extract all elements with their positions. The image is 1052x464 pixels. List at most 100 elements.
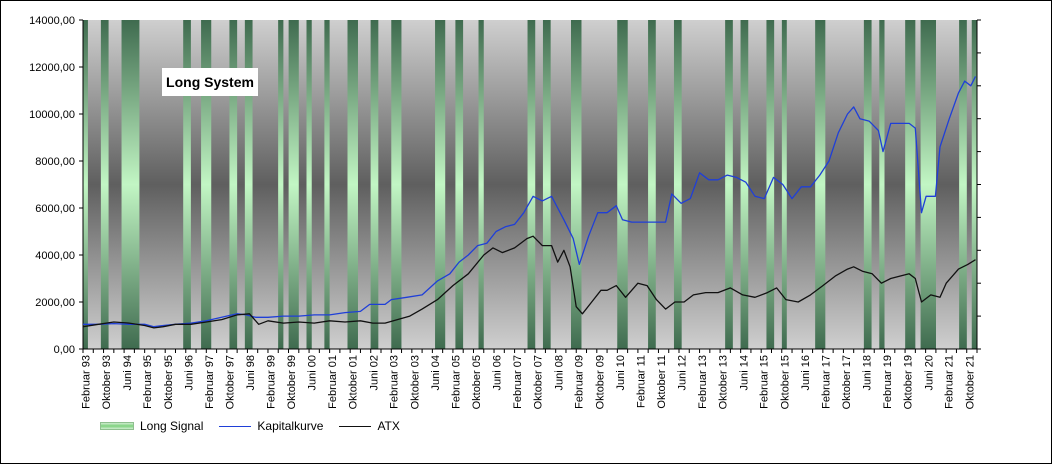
y-tick-label: 4000,00 [35, 250, 75, 262]
long-signal-band [681, 20, 726, 349]
x-tick-label: Februar 21 [944, 355, 956, 409]
legend-swatch-kapitalkurve [219, 425, 252, 427]
x-tick-label: Februar 09 [574, 355, 586, 409]
y-tick-label: 2000,00 [35, 297, 75, 309]
y-tick-label: 8000,00 [35, 156, 75, 168]
legend-swatch-atx [339, 425, 372, 427]
x-tick-label: Februar 03 [389, 355, 401, 409]
series-line-atx [82, 235, 976, 329]
x-tick-label: Februar 05 [450, 355, 462, 409]
x-tick-label: Juni 04 [430, 355, 442, 390]
long-signal-band [825, 20, 864, 349]
x-tick-label: Juni 02 [368, 355, 380, 390]
y-tick-labels: 0,00 2000,00 4000,00 6000,00 8000,00 10000,00… [29, 15, 75, 356]
x-tick-label: Februar 97 [204, 355, 216, 409]
x-tick-label: Juni 96 [183, 355, 195, 390]
long-signal-band [211, 20, 230, 349]
x-tick-label: Oktober 21 [964, 355, 976, 409]
y-tick-label: 6000,00 [35, 203, 75, 215]
x-tick-label: Oktober 19 [903, 355, 915, 409]
legend-label-kapitalkurve: Kapitalkurve [257, 419, 324, 433]
x-tick-label: Oktober 07 [533, 355, 545, 409]
long-signal-band [87, 20, 101, 349]
y-tick-label: 0,00 [54, 344, 75, 356]
long-signal-band [401, 20, 436, 349]
long-signal-band [966, 20, 972, 349]
long-signal-band [329, 20, 348, 349]
series-line-kapitalkurve [83, 76, 977, 328]
x-tick-label: Juni 18 [862, 355, 874, 390]
x-tick-labels: Februar 93 Oktober 93 Juni 94 Februar 95 Okt… [80, 355, 976, 409]
long-signal-band [483, 20, 528, 349]
x-tick-label: Juni 98 [245, 355, 257, 390]
axes [79, 19, 981, 353]
y-tick-label: 12000,00 [29, 62, 75, 74]
long-signal-band [108, 20, 122, 349]
long-signal-bands [87, 20, 972, 349]
x-tick-label: Februar 17 [820, 355, 832, 409]
long-signal-band [655, 20, 674, 349]
legend-item-atx: ATX [339, 419, 400, 433]
x-tick-label: Februar 19 [882, 355, 894, 409]
x-tick-label: Oktober 01 [348, 355, 360, 409]
x-tick-label: Februar 01 [327, 355, 339, 409]
long-signal-band [237, 20, 245, 349]
long-signal-band [581, 20, 618, 349]
long-signal-band [463, 20, 479, 349]
long-signal-band [311, 20, 325, 349]
x-tick-label: Februar 95 [142, 355, 154, 409]
y-tick-label: 10000,00 [29, 109, 75, 121]
long-signal-band [190, 20, 202, 349]
x-tick-label: Oktober 09 [594, 355, 606, 409]
legend-item-long-signal: Long Signal [100, 419, 203, 433]
long-signal-band [915, 20, 921, 349]
x-tick-label: Oktober 99 [286, 355, 298, 409]
x-tick-label: Juni 00 [307, 355, 319, 390]
x-tick-label: Juni 10 [615, 355, 627, 390]
long-signal-band [884, 20, 906, 349]
x-tick-label: Februar 99 [265, 355, 277, 409]
long-signal-band [748, 20, 767, 349]
long-signal-band [445, 20, 456, 349]
long-signal-band [283, 20, 289, 349]
legend-label-long-signal: Long Signal [140, 419, 204, 433]
x-tick-label: Juni 14 [738, 355, 750, 390]
x-tick-label: Februar 11 [635, 355, 647, 408]
x-tick-label: Oktober 03 [409, 355, 421, 409]
legend: Long Signal Kapitalkurve ATX [100, 416, 416, 436]
long-signal-band [298, 20, 307, 349]
x-tick-label: Oktober 93 [101, 355, 113, 409]
x-tick-label: Oktober 13 [718, 355, 730, 409]
x-tick-label: Oktober 95 [163, 355, 175, 409]
legend-swatch-long-signal [100, 422, 134, 430]
long-signal-band [357, 20, 371, 349]
x-tick-label: Oktober 15 [779, 355, 791, 409]
y-tick-label: 14000,00 [29, 15, 75, 27]
x-tick-label: Februar 07 [512, 355, 524, 409]
x-tick-label: Juni 20 [923, 355, 935, 390]
chart-title: Long System [162, 68, 258, 96]
x-tick-label: Februar 15 [759, 355, 771, 409]
x-tick-label: Oktober 05 [471, 355, 483, 409]
long-signal-band [732, 20, 741, 349]
series-lines [82, 76, 977, 329]
x-tick-label: Juni 06 [492, 355, 504, 390]
legend-label-atx: ATX [377, 419, 400, 433]
x-tick-label: Oktober 17 [841, 355, 853, 409]
long-signal-band [550, 20, 572, 349]
long-signal-band [774, 20, 782, 349]
x-tick-label: Juni 94 [122, 355, 134, 390]
x-tick-label: Juni 12 [677, 355, 689, 390]
legend-item-kapitalkurve: Kapitalkurve [219, 419, 323, 433]
x-tick-label: Oktober 97 [224, 355, 236, 409]
x-tick-label: Oktober 11 [656, 355, 668, 409]
x-tick-label: Februar 13 [697, 355, 709, 409]
x-tick-label: Juni 08 [553, 355, 565, 390]
long-signal-band [871, 20, 880, 349]
long-signal-band [378, 20, 392, 349]
long-signal-band [935, 20, 960, 349]
x-tick-label: Juni 16 [800, 355, 812, 390]
long-signal-band [627, 20, 649, 349]
x-tick-label: Februar 93 [80, 355, 92, 409]
